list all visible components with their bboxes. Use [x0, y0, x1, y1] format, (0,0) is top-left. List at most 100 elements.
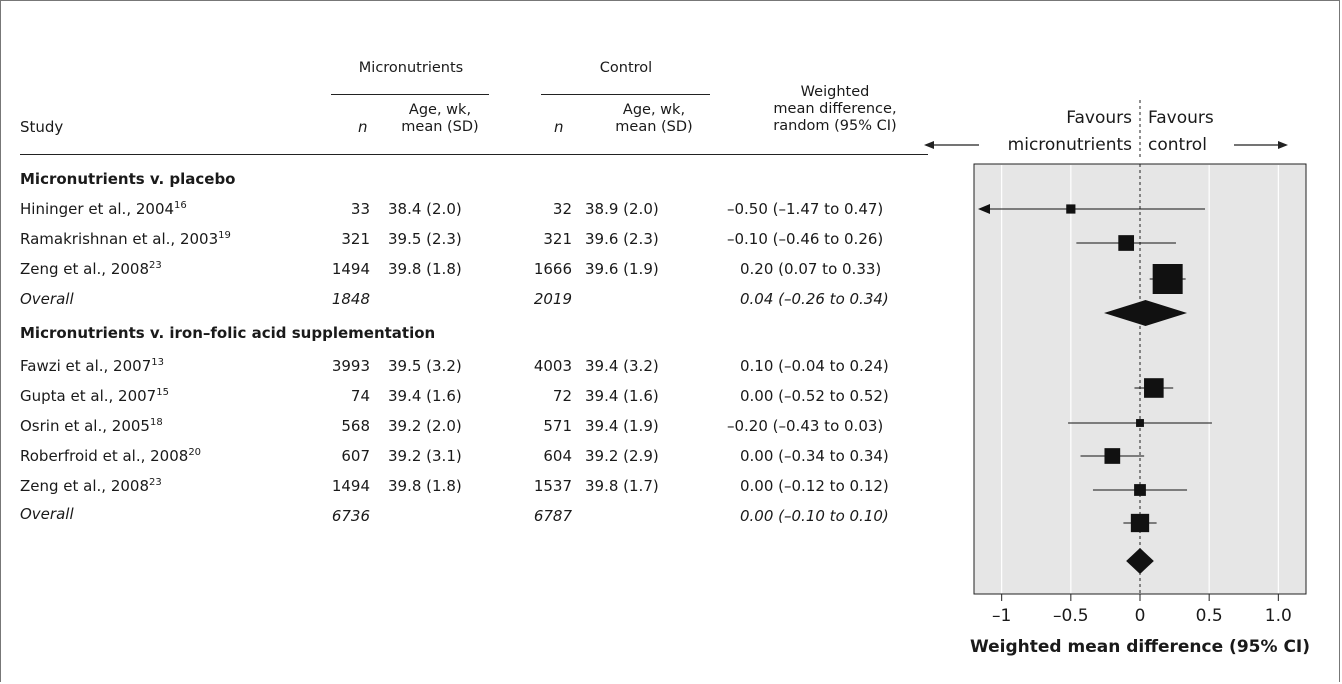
header-underline-micronutrients — [331, 94, 489, 95]
age-micronutrients: 39.8 (1.8) — [388, 260, 462, 278]
n-micronutrients: 74 — [350, 387, 370, 405]
age-micronutrients: 39.2 (2.0) — [388, 417, 462, 435]
age-control: 39.4 (1.6) — [585, 387, 659, 405]
n-control: 4003 — [533, 357, 572, 375]
x-tick-label: 1.0 — [1265, 606, 1292, 626]
header-age-micronutrients: Age, wk, mean (SD) — [390, 102, 490, 136]
study-name: Zeng et al., 200823 — [20, 477, 162, 495]
n-micronutrients: 1494 — [331, 477, 370, 495]
effect-square — [1118, 235, 1135, 251]
header-age-line2: mean (SD) — [401, 119, 479, 135]
age-micronutrients: 38.4 (2.0) — [388, 200, 462, 218]
x-axis-label: Weighted mean difference (95% CI) — [970, 637, 1310, 657]
wmd-ci: 0.00 (–0.34 to 0.34) — [740, 447, 889, 465]
wmd-ci-overall: 0.00 (–0.10 to 0.10) — [740, 507, 889, 525]
effect-square — [1144, 378, 1164, 398]
effect-square — [1066, 204, 1076, 214]
age-control: 39.2 (2.9) — [585, 447, 659, 465]
wmd-ci: 0.20 (0.07 to 0.33) — [740, 260, 882, 278]
n-control: 321 — [543, 230, 572, 248]
n-micronutrients: 321 — [341, 230, 370, 248]
n-control: 1666 — [533, 260, 572, 278]
header-group-control: Control — [599, 60, 653, 76]
effect-square — [1134, 484, 1146, 496]
wmd-ci: –0.50 (–1.47 to 0.47) — [727, 200, 884, 218]
n-control: 571 — [543, 417, 572, 435]
overall-label: Overall — [20, 505, 74, 523]
header-n-micronutrients: n — [358, 118, 368, 136]
n-micronutrients: 568 — [341, 417, 370, 435]
n-control-overall: 6787 — [533, 507, 572, 525]
wmd-ci: 0.10 (–0.04 to 0.24) — [740, 357, 889, 375]
header-age-line1: Age, wk, — [408, 102, 472, 118]
section-title: Micronutrients v. placebo — [20, 170, 236, 188]
header-underline-control — [541, 94, 710, 95]
overall-diamond — [1126, 548, 1154, 574]
effect-square — [1130, 513, 1150, 533]
x-tick-label: 0.5 — [1196, 606, 1223, 626]
study-name: Roberfroid et al., 200820 — [20, 447, 202, 465]
n-control: 1537 — [533, 477, 572, 495]
wmd-ci-overall: 0.04 (–0.26 to 0.34) — [740, 290, 889, 308]
header-wmd-line3: random (95% CI) — [773, 118, 897, 134]
x-tick-label: 0 — [1135, 606, 1146, 626]
study-name: Zeng et al., 200823 — [20, 260, 162, 278]
n-micronutrients: 607 — [341, 447, 370, 465]
header-wmd: Weighted mean difference, random (95% CI… — [745, 84, 925, 135]
header-n-control: n — [554, 118, 564, 136]
age-micronutrients: 39.5 (3.2) — [388, 357, 462, 375]
favours-left-line1: Favours — [1066, 108, 1132, 128]
age-control: 39.4 (3.2) — [585, 357, 659, 375]
n-control: 72 — [552, 387, 572, 405]
n-micronutrients-overall: 1848 — [331, 290, 370, 308]
favours-right-line1: Favours — [1148, 108, 1214, 128]
n-micronutrients: 3993 — [331, 357, 370, 375]
n-micronutrients-overall: 6736 — [331, 507, 370, 525]
header-bottom-rule — [20, 154, 928, 155]
age-control: 39.8 (1.7) — [585, 477, 659, 495]
age-micronutrients: 39.4 (1.6) — [388, 387, 462, 405]
header-age-line2: mean (SD) — [615, 119, 693, 135]
study-name: Gupta et al., 200715 — [20, 387, 169, 405]
study-name: Fawzi et al., 200713 — [20, 357, 164, 375]
effect-square — [1104, 448, 1121, 464]
age-control: 38.9 (2.0) — [585, 200, 659, 218]
wmd-ci: –0.10 (–0.46 to 0.26) — [727, 230, 884, 248]
wmd-ci: 0.00 (–0.52 to 0.52) — [740, 387, 889, 405]
n-micronutrients: 33 — [350, 200, 370, 218]
overall-label: Overall — [20, 290, 74, 308]
study-name: Hininger et al., 200416 — [20, 200, 187, 218]
favours-left-arrowhead — [924, 141, 934, 149]
favours-right-arrowhead — [1278, 141, 1288, 149]
n-micronutrients: 1494 — [331, 260, 370, 278]
header-study: Study — [20, 118, 64, 136]
age-micronutrients: 39.5 (2.3) — [388, 230, 462, 248]
header-group-micronutrients: Micronutrients — [358, 60, 464, 76]
n-control: 604 — [543, 447, 572, 465]
header-wmd-line2: mean difference, — [773, 101, 897, 117]
header-wmd-line1: Weighted — [800, 84, 870, 100]
n-control: 32 — [552, 200, 572, 218]
x-tick-label: –0.5 — [1053, 606, 1089, 626]
header-age-line1: Age, wk, — [622, 102, 686, 118]
x-tick-label: –1 — [992, 606, 1011, 626]
favours-right-line2: control — [1148, 135, 1207, 155]
effect-square — [1136, 419, 1144, 427]
age-micronutrients: 39.2 (3.1) — [388, 447, 462, 465]
header-age-control: Age, wk, mean (SD) — [604, 102, 704, 136]
age-control: 39.6 (2.3) — [585, 230, 659, 248]
age-micronutrients: 39.8 (1.8) — [388, 477, 462, 495]
overall-diamond — [1104, 300, 1188, 326]
age-control: 39.6 (1.9) — [585, 260, 659, 278]
study-name: Ramakrishnan et al., 200319 — [20, 230, 231, 248]
effect-square — [1152, 264, 1183, 294]
favours-left-line2: micronutrients — [1008, 135, 1132, 155]
wmd-ci: –0.20 (–0.43 to 0.03) — [727, 417, 884, 435]
wmd-ci: 0.00 (–0.12 to 0.12) — [740, 477, 889, 495]
section-title: Micronutrients v. iron–folic acid supple… — [20, 324, 436, 342]
age-control: 39.4 (1.9) — [585, 417, 659, 435]
ci-clip-arrow — [978, 204, 990, 214]
n-control-overall: 2019 — [533, 290, 572, 308]
